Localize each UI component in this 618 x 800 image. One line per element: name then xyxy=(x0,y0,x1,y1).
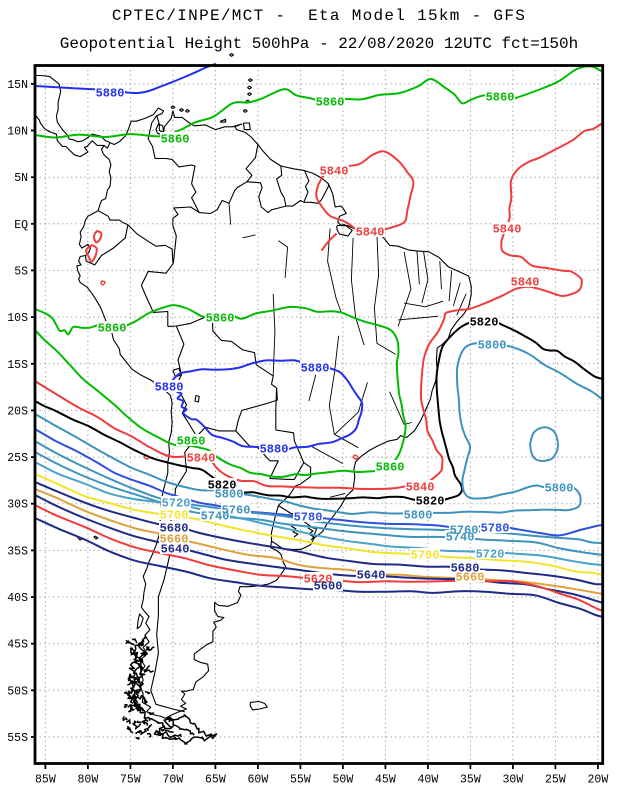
svg-text:5720: 5720 xyxy=(162,497,191,511)
svg-text:5820: 5820 xyxy=(416,495,445,509)
svg-text:5800: 5800 xyxy=(215,488,244,502)
svg-text:85W: 85W xyxy=(35,774,56,787)
svg-text:5840: 5840 xyxy=(187,452,216,466)
svg-text:15N: 15N xyxy=(7,79,28,92)
svg-text:5840: 5840 xyxy=(511,276,540,290)
svg-text:50W: 50W xyxy=(333,774,354,787)
svg-text:80W: 80W xyxy=(78,774,99,787)
svg-text:5780: 5780 xyxy=(294,511,323,525)
svg-text:5840: 5840 xyxy=(356,226,385,240)
svg-text:5800: 5800 xyxy=(404,509,433,523)
svg-text:5740: 5740 xyxy=(201,510,230,524)
svg-text:5880: 5880 xyxy=(155,381,184,395)
svg-text:5880: 5880 xyxy=(260,443,289,457)
svg-text:5700: 5700 xyxy=(160,509,189,523)
svg-text:5660: 5660 xyxy=(456,571,485,585)
svg-text:5600: 5600 xyxy=(314,580,343,594)
svg-text:5860: 5860 xyxy=(486,91,515,105)
svg-text:5860: 5860 xyxy=(98,322,127,336)
svg-text:5860: 5860 xyxy=(206,312,235,326)
svg-text:55S: 55S xyxy=(7,732,28,745)
svg-text:5640: 5640 xyxy=(357,569,386,583)
svg-text:10N: 10N xyxy=(7,126,28,139)
svg-text:EQ: EQ xyxy=(14,219,28,232)
svg-text:5620: 5620 xyxy=(304,573,333,587)
svg-text:30W: 30W xyxy=(503,774,524,787)
svg-text:5860: 5860 xyxy=(177,435,206,449)
svg-text:45W: 45W xyxy=(375,774,396,787)
svg-text:35S: 35S xyxy=(7,545,28,558)
svg-text:5840: 5840 xyxy=(406,481,435,495)
svg-text:20S: 20S xyxy=(7,405,28,418)
svg-text:5640: 5640 xyxy=(161,543,190,557)
svg-text:5860: 5860 xyxy=(376,461,405,475)
svg-text:5800: 5800 xyxy=(478,339,507,353)
svg-text:60W: 60W xyxy=(248,774,269,787)
svg-text:40W: 40W xyxy=(418,774,439,787)
svg-text:5880: 5880 xyxy=(301,362,330,376)
svg-text:5680: 5680 xyxy=(451,562,480,576)
svg-text:15S: 15S xyxy=(7,359,28,372)
svg-text:40S: 40S xyxy=(7,592,28,605)
svg-text:65W: 65W xyxy=(205,774,226,787)
svg-text:45S: 45S xyxy=(7,639,28,652)
svg-text:5820: 5820 xyxy=(470,316,499,330)
svg-text:5800: 5800 xyxy=(545,482,574,496)
svg-text:30S: 30S xyxy=(7,499,28,512)
svg-text:55W: 55W xyxy=(290,774,311,787)
svg-text:35W: 35W xyxy=(460,774,481,787)
svg-text:20W: 20W xyxy=(588,774,609,787)
svg-text:5680: 5680 xyxy=(160,522,189,536)
svg-text:5840: 5840 xyxy=(493,223,522,237)
svg-text:5820: 5820 xyxy=(208,479,237,493)
svg-text:5720: 5720 xyxy=(476,548,505,562)
svg-text:5660: 5660 xyxy=(160,533,189,547)
svg-text:5760: 5760 xyxy=(222,504,251,518)
svg-text:50S: 50S xyxy=(7,685,28,698)
svg-text:70W: 70W xyxy=(163,774,184,787)
svg-text:5780: 5780 xyxy=(481,522,510,536)
svg-text:5860: 5860 xyxy=(161,133,190,147)
svg-text:5880: 5880 xyxy=(96,87,125,101)
svg-text:5740: 5740 xyxy=(446,531,475,545)
svg-text:75W: 75W xyxy=(120,774,141,787)
svg-text:5860: 5860 xyxy=(316,96,345,110)
svg-text:5N: 5N xyxy=(14,172,28,185)
svg-text:25W: 25W xyxy=(545,774,566,787)
svg-text:25S: 25S xyxy=(7,452,28,465)
svg-text:5700: 5700 xyxy=(411,549,440,563)
svg-text:10S: 10S xyxy=(7,312,28,325)
svg-text:5760: 5760 xyxy=(450,524,479,538)
svg-text:5840: 5840 xyxy=(320,165,349,179)
svg-text:5S: 5S xyxy=(14,265,28,278)
